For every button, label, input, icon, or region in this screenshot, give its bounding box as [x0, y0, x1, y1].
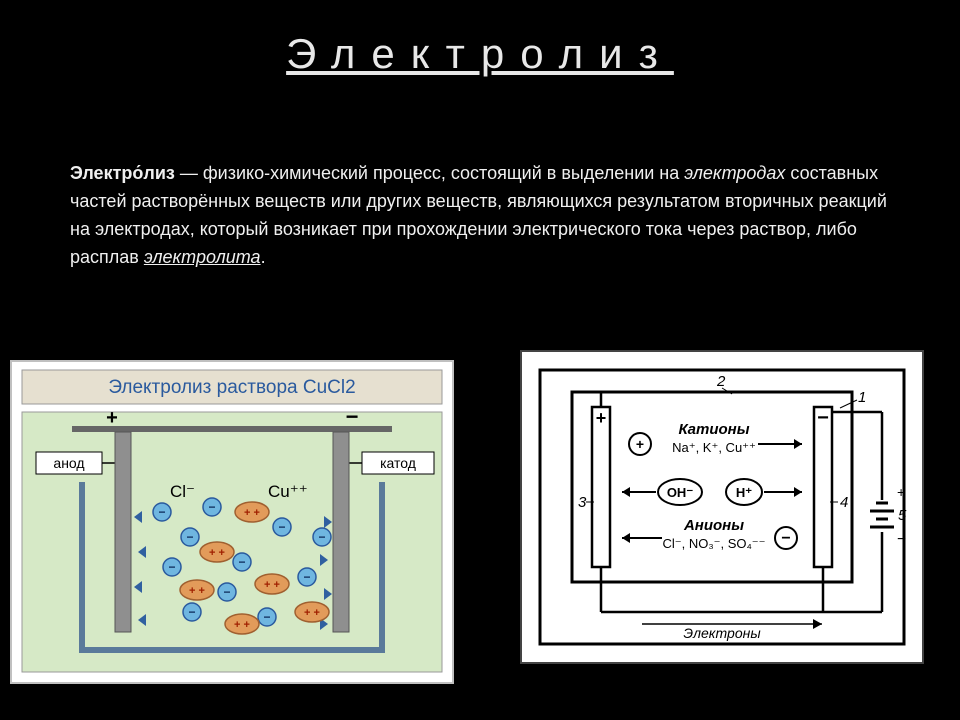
svg-text:5: 5	[898, 507, 907, 524]
svg-text:Na⁺, K⁺, Cu⁺⁺: Na⁺, K⁺, Cu⁺⁺	[672, 440, 756, 455]
svg-text:+: +	[106, 407, 118, 429]
svg-text:−: −	[278, 520, 285, 534]
svg-text:Анионы: Анионы	[683, 517, 744, 534]
term: Электро́лиз	[70, 163, 175, 183]
figure-left: Электролиз раствора CuCl2 + − анод катод Cl⁻ C…	[10, 360, 454, 684]
svg-text:−: −	[223, 585, 230, 599]
svg-text:4: 4	[840, 494, 848, 511]
svg-text:−: −	[318, 530, 325, 544]
figure-right: + − 2 1 3 4 5 + − Катионы Na⁺, K⁺, Cu⁺⁺ + OH⁻ H⁺ Анион…	[520, 350, 924, 664]
svg-text:+ +: + +	[304, 607, 320, 619]
def-text-1: — физико-химический процесс, состоящий в…	[175, 163, 684, 183]
svg-text:Cl⁻: Cl⁻	[170, 482, 195, 501]
svg-text:+ +: + +	[209, 547, 225, 559]
svg-text:−: −	[188, 605, 195, 619]
def-text-3: .	[261, 247, 266, 267]
svg-text:H⁺: H⁺	[736, 485, 752, 500]
svg-text:OH⁻: OH⁻	[667, 485, 694, 500]
svg-text:3: 3	[578, 494, 587, 511]
svg-text:−: −	[303, 570, 310, 584]
svg-text:−: −	[897, 531, 906, 548]
svg-text:+: +	[636, 436, 644, 452]
svg-text:1: 1	[858, 389, 866, 406]
svg-text:+ +: + +	[234, 619, 250, 631]
svg-text:−: −	[346, 404, 359, 429]
svg-text:2: 2	[716, 373, 726, 390]
svg-text:+ +: + +	[244, 507, 260, 519]
svg-text:−: −	[168, 560, 175, 574]
slide: Электролиз Электро́лиз — физико-химическ…	[0, 0, 960, 720]
svg-text:−: −	[817, 407, 829, 429]
svg-text:Электроны: Электроны	[683, 625, 761, 641]
term-electrodes: электродах	[684, 163, 785, 183]
svg-text:+: +	[897, 484, 905, 500]
svg-text:+ +: + +	[189, 585, 205, 597]
svg-text:+ +: + +	[264, 579, 280, 591]
svg-text:−: −	[186, 530, 193, 544]
svg-text:анод: анод	[53, 455, 84, 471]
svg-text:−: −	[781, 530, 790, 547]
svg-text:Катионы: Катионы	[678, 421, 749, 438]
definition-paragraph: Электро́лиз — физико-химический процесс,…	[70, 160, 890, 272]
svg-text:−: −	[208, 500, 215, 514]
svg-text:Cl⁻, NO₃⁻, SO₄⁻⁻: Cl⁻, NO₃⁻, SO₄⁻⁻	[662, 536, 765, 551]
svg-text:Cu⁺⁺: Cu⁺⁺	[268, 482, 308, 501]
svg-text:+: +	[596, 408, 607, 428]
svg-text:Электролиз раствора CuCl2: Электролиз раствора CuCl2	[108, 377, 355, 398]
diagram-scheme: + − 2 1 3 4 5 + − Катионы Na⁺, K⁺, Cu⁺⁺ + OH⁻ H⁺ Анион…	[522, 352, 922, 662]
svg-text:−: −	[158, 505, 165, 519]
svg-text:катод: катод	[380, 455, 416, 471]
page-title: Электролиз	[0, 30, 960, 78]
diagram-cucl2: Электролиз раствора CuCl2 + − анод катод Cl⁻ C…	[12, 362, 452, 682]
term-electrolyte: электролита	[144, 247, 261, 267]
svg-text:−: −	[263, 610, 270, 624]
svg-text:−: −	[238, 555, 245, 569]
